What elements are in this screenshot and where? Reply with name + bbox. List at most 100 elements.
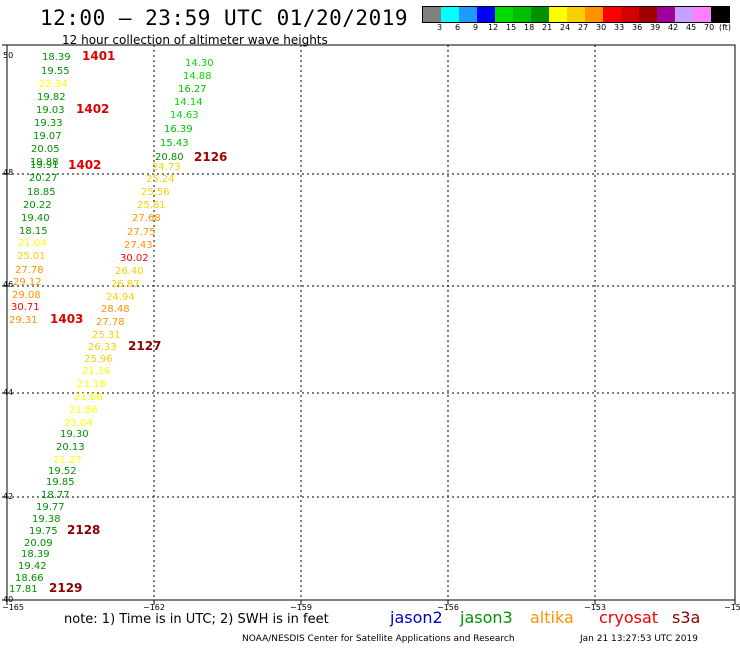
- wave-height-value: 19.91: [30, 160, 59, 171]
- longitude-label: −156: [437, 603, 459, 612]
- latitude-label: 50: [3, 51, 14, 60]
- wave-height-value: 28.48: [101, 304, 130, 315]
- color-swatch: [639, 7, 657, 22]
- longitude-label: −162: [143, 603, 165, 612]
- color-swatch: [621, 7, 639, 22]
- latitude-label: 42: [3, 492, 14, 501]
- pass-number: 2128: [67, 523, 101, 537]
- color-scale-label: 21: [542, 23, 553, 32]
- wave-height-value: 19.03: [36, 105, 65, 116]
- pass-number: 1403: [50, 312, 84, 326]
- wave-height-value: 25.01: [17, 251, 46, 262]
- wave-height-value: 23.04: [64, 418, 93, 429]
- longitude-label: −165: [2, 603, 24, 612]
- wave-height-value: 21.04: [18, 238, 47, 249]
- color-swatch: [513, 7, 531, 22]
- pass-number: 2127: [128, 339, 162, 353]
- satellite-jason3: jason3: [460, 608, 513, 627]
- wave-height-value: 21.27: [53, 455, 82, 466]
- wave-height-value: 14.14: [174, 97, 203, 108]
- wave-height-value: 20.05: [31, 144, 60, 155]
- wave-height-value: 29.31: [9, 315, 38, 326]
- pass-number: 2126: [194, 150, 228, 164]
- wave-height-value: 29.08: [12, 290, 41, 301]
- longitude-label: −150: [724, 603, 740, 612]
- color-swatch: [675, 7, 693, 22]
- color-swatch: [567, 7, 585, 22]
- wave-height-value: 18.15: [19, 226, 48, 237]
- wave-height-value: 17.81: [9, 584, 38, 595]
- wave-height-value: 22.34: [39, 79, 68, 90]
- pass-number: 1402: [76, 102, 110, 116]
- footer-timestamp: Jan 21 13:27:53 UTC 2019: [580, 634, 698, 644]
- map-title: 12:00 – 23:59 UTC 01/20/2019: [40, 6, 409, 30]
- wave-height-color-scale: [422, 6, 730, 23]
- wave-height-value: 19.75: [29, 526, 58, 537]
- color-swatch: [531, 7, 549, 22]
- color-swatch: [441, 7, 459, 22]
- color-swatch: [603, 7, 621, 22]
- wave-height-value: 19.77: [36, 502, 65, 513]
- wave-height-value: 18.39: [42, 52, 71, 63]
- latitude-label: 40: [3, 595, 14, 604]
- color-scale-label: 12: [488, 23, 499, 32]
- wave-height-value: 19.42: [18, 561, 47, 572]
- wave-height-value: 19.33: [34, 118, 63, 129]
- footer-note: note: 1) Time is in UTC; 2) SWH is in fe…: [64, 612, 329, 627]
- wave-height-value: 20.13: [56, 442, 85, 453]
- wave-height-value: 19.40: [21, 213, 50, 224]
- wave-height-value: 19.52: [48, 466, 77, 477]
- wave-height-value: 14.63: [170, 110, 199, 121]
- color-swatch: [477, 7, 495, 22]
- longitude-label: −153: [584, 603, 606, 612]
- wave-height-value: 26.40: [115, 266, 144, 277]
- latitude-label: 46: [3, 280, 14, 289]
- color-scale-label: 70: [704, 23, 715, 32]
- color-swatch: [495, 7, 513, 22]
- wave-height-value: 25.31: [92, 330, 121, 341]
- wave-height-value: 16.39: [164, 124, 193, 135]
- wave-height-value: 27.75: [127, 227, 156, 238]
- pass-number: 2129: [49, 581, 83, 595]
- wave-height-value: 25.24: [146, 174, 175, 185]
- color-scale-label: 45: [686, 23, 697, 32]
- wave-height-value: 27.43: [124, 240, 153, 251]
- wave-height-value: 19.88: [30, 157, 59, 168]
- color-scale-label: 33: [614, 23, 625, 32]
- wave-height-value: 30.02: [120, 253, 149, 264]
- wave-height-value: 21.16: [82, 366, 111, 377]
- wave-height-value: 18.85: [27, 187, 56, 198]
- color-swatch: [657, 7, 675, 22]
- longitude-label: −159: [290, 603, 312, 612]
- wave-height-value: 21.66: [74, 392, 103, 403]
- wave-height-value: 30.71: [11, 302, 40, 313]
- wave-height-value: 29.12: [13, 277, 42, 288]
- color-scale-label: 15: [506, 23, 517, 32]
- color-scale-label: 42: [668, 23, 679, 32]
- color-swatch: [423, 7, 441, 22]
- wave-height-value: 19.07: [33, 131, 62, 142]
- wave-height-value: 19.85: [46, 477, 75, 488]
- wave-height-value: 14.30: [185, 58, 214, 69]
- color-scale-unit: (ft): [719, 23, 732, 32]
- wave-height-value: 27.78: [96, 317, 125, 328]
- satellite-s3a: s3a: [672, 608, 701, 627]
- wave-height-value: 19.82: [37, 92, 66, 103]
- wave-height-value: 19.38: [32, 514, 61, 525]
- color-scale-label: 18: [524, 23, 535, 32]
- map-subtitle: 12 hour collection of altimeter wave hei…: [62, 33, 328, 47]
- wave-height-value: 20.09: [24, 538, 53, 549]
- wave-height-value: 25.81: [137, 200, 166, 211]
- satellite-jason2: jason2: [390, 608, 443, 627]
- latitude-label: 44: [3, 388, 14, 397]
- wave-height-value: 25.96: [84, 354, 113, 365]
- wave-height-value: 24.94: [106, 292, 135, 303]
- color-swatch: [549, 7, 567, 22]
- color-swatch: [585, 7, 603, 22]
- wave-height-value: 18.39: [21, 549, 50, 560]
- pass-number: 1402: [68, 158, 102, 172]
- pass-number: 1401: [82, 49, 116, 63]
- color-scale-label: 9: [473, 23, 479, 32]
- wave-height-value: 27.78: [15, 265, 44, 276]
